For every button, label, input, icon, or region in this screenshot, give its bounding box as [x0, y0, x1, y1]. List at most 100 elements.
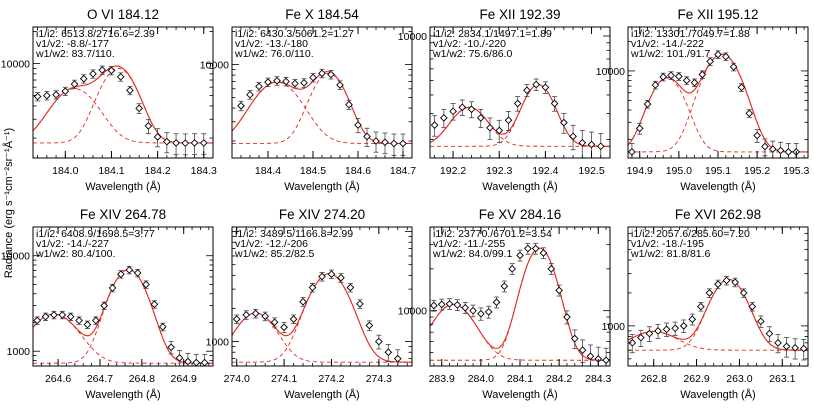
fit-annotation-line: v1/v2: -8.8/-177	[36, 38, 109, 50]
data-point	[126, 86, 134, 95]
data-point	[41, 312, 50, 321]
x-axis: 184.0 184.1 184.2 184.3	[37, 27, 217, 177]
panel-title: O VI 184.12	[87, 7, 159, 22]
x-tick-label: 284.2	[546, 373, 572, 385]
data-point	[467, 105, 476, 114]
data-point	[365, 321, 374, 330]
x-axis: 184.4 184.5 184.6 184.7	[240, 27, 416, 177]
y-axis: 10000	[200, 31, 412, 142]
axes-frame	[32, 26, 214, 159]
data-point	[516, 251, 524, 260]
data-point	[291, 79, 299, 88]
fit-annotation-line: i1/i2: 6513.8/2716.6=2.39	[36, 28, 155, 40]
y-tick-label: 1000	[7, 346, 31, 358]
y-axis: 1000	[206, 231, 412, 367]
data-point	[690, 78, 699, 87]
x-axis-label: Wavelength (Å)	[482, 388, 557, 401]
y-tick-label: 10000	[596, 66, 625, 78]
data-point	[523, 86, 531, 95]
data-point	[697, 302, 705, 311]
fit-annotation-line: w1/w2: 101./91.7	[630, 48, 711, 60]
model-curves	[628, 278, 808, 351]
data-point	[706, 57, 715, 66]
data-point	[555, 286, 563, 295]
data-point	[91, 316, 100, 325]
y-axis: 10000	[1, 31, 213, 139]
data-point	[375, 337, 383, 346]
data-point	[659, 73, 668, 81]
data-point	[539, 249, 548, 257]
fit-annotation-line: v1/v2: -14./-227	[36, 238, 109, 250]
data-point	[190, 139, 199, 147]
data-point	[578, 346, 587, 354]
data-series	[430, 242, 610, 367]
data-point	[150, 300, 159, 309]
chart-panel: Fe XIV 264.78 264.6 264.7 264.8 264.9 Wavelen…	[1, 207, 214, 401]
data-point	[125, 266, 134, 274]
data-point	[133, 269, 142, 277]
axes-frame	[32, 226, 214, 367]
data-point	[356, 300, 364, 308]
data-point	[654, 327, 662, 335]
data-point	[667, 71, 675, 80]
data-point	[651, 81, 660, 89]
x-tick-label: 192.2	[440, 165, 466, 177]
data-point	[58, 311, 67, 319]
data-point	[486, 123, 494, 132]
total-fit-line	[232, 273, 412, 363]
data-point	[449, 107, 457, 116]
data-point	[445, 300, 454, 308]
data-point	[255, 82, 263, 91]
gaussian-component-2	[232, 312, 412, 363]
y-tick-label: 10000	[1, 59, 30, 71]
x-tick-label: 184.3	[191, 165, 217, 177]
x-tick-label: 283.9	[429, 373, 455, 385]
data-point	[637, 333, 645, 342]
y-axis: 1000 10000	[1, 226, 213, 367]
x-axis: 192.2 192.3 192.4 192.5	[434, 27, 611, 177]
gaussian-component-2	[430, 303, 610, 361]
data-point	[175, 354, 184, 362]
data-point	[153, 133, 162, 141]
x-axis-label: Wavelength (Å)	[85, 180, 160, 193]
data-point	[761, 142, 769, 151]
data-point	[43, 91, 51, 100]
data-point	[628, 148, 636, 156]
x-tick-label: 184.2	[144, 165, 170, 177]
panel-title: Fe XV 284.16	[479, 207, 562, 222]
panel-title: Fe XVI 262.98	[675, 207, 761, 222]
data-point	[116, 73, 125, 81]
data-point	[635, 124, 644, 133]
data-point	[327, 70, 335, 79]
gaussian-component-2	[628, 77, 808, 153]
total-fit-line	[430, 84, 610, 147]
x-axis: 264.6 264.7 264.8 264.9	[40, 227, 210, 385]
data-series	[33, 65, 208, 156]
data-point	[782, 342, 791, 351]
x-tick-label: 263.0	[726, 373, 752, 385]
fit-annotation-line: i1/i2: 6408.9/1698.5=3.77	[36, 228, 155, 240]
data-point	[61, 87, 70, 96]
data-point	[791, 344, 799, 352]
y-tick-label: 1000	[206, 337, 230, 349]
y-axis: 1000	[602, 226, 808, 360]
data-point	[144, 122, 153, 130]
y-axis: 10000	[596, 40, 808, 141]
data-point	[337, 273, 345, 282]
panel-title: Fe XII 192.39	[479, 7, 560, 22]
x-tick-label: 184.1	[98, 165, 124, 177]
model-curves	[430, 247, 610, 361]
data-point	[232, 315, 241, 323]
x-tick-label: 274.3	[366, 373, 392, 385]
data-point	[532, 80, 540, 89]
x-axis-label: Wavelength (Å)	[482, 180, 557, 193]
data-point	[98, 66, 107, 74]
data-point	[172, 139, 180, 147]
x-tick-label: 195.0	[666, 165, 692, 177]
gaussian-component-1	[430, 84, 610, 147]
data-point	[748, 302, 757, 311]
fit-annotation-line: v1/v2: -11./-255	[433, 238, 505, 250]
data-point	[75, 316, 83, 325]
data-point	[547, 265, 556, 273]
